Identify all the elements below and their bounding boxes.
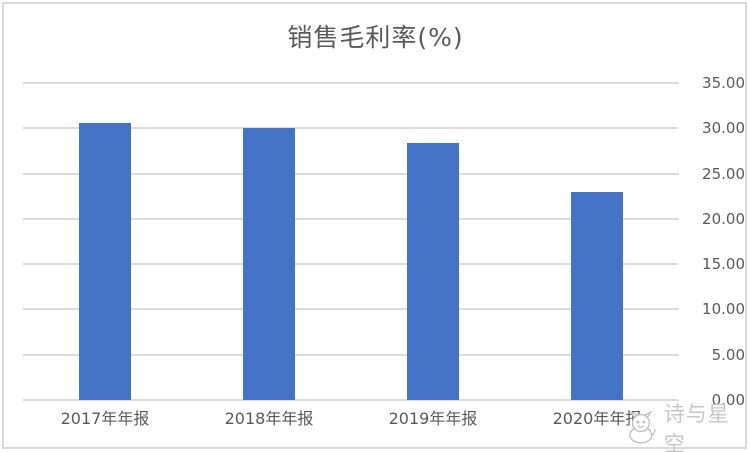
y-axis-tick-label: 35.00 xyxy=(702,74,745,92)
y-axis-tick-label: 25.00 xyxy=(702,164,745,183)
gridline xyxy=(23,217,679,220)
bar-2019年年报 xyxy=(407,142,459,400)
watermark-text: 诗与星空 xyxy=(663,402,730,452)
y-axis-tick-label: 30.00 xyxy=(702,119,745,138)
x-axis-category-label: 2017年年报 xyxy=(60,409,150,428)
y-axis-tick-label: 0.00 xyxy=(711,391,745,409)
chart-title: 销售毛利率(%) xyxy=(287,23,464,52)
y-axis-tick-label: 10.00 xyxy=(702,300,745,319)
gridline xyxy=(23,308,679,311)
gridline xyxy=(23,127,679,130)
bar-2017年年报 xyxy=(79,122,131,400)
gridline xyxy=(23,172,679,175)
gridline xyxy=(23,82,679,84)
y-axis-tick-label: 20.00 xyxy=(702,209,745,228)
x-axis-category-label: 2019年年报 xyxy=(388,409,478,428)
y-axis-tick-label: 15.00 xyxy=(702,255,745,274)
gridline xyxy=(23,353,679,356)
y-axis-tick-label: 5.00 xyxy=(711,345,745,364)
mascot-doodle-icon xyxy=(629,411,656,444)
watermark: 诗与星空 xyxy=(624,398,751,452)
x-axis-category-label: 2020年年报 xyxy=(552,409,642,428)
bar-2018年年报 xyxy=(243,128,295,400)
x-axis-category-label: 2018年年报 xyxy=(224,409,314,428)
bar-2020年年报 xyxy=(571,191,623,400)
gridline xyxy=(23,399,679,401)
gridline xyxy=(23,263,679,266)
